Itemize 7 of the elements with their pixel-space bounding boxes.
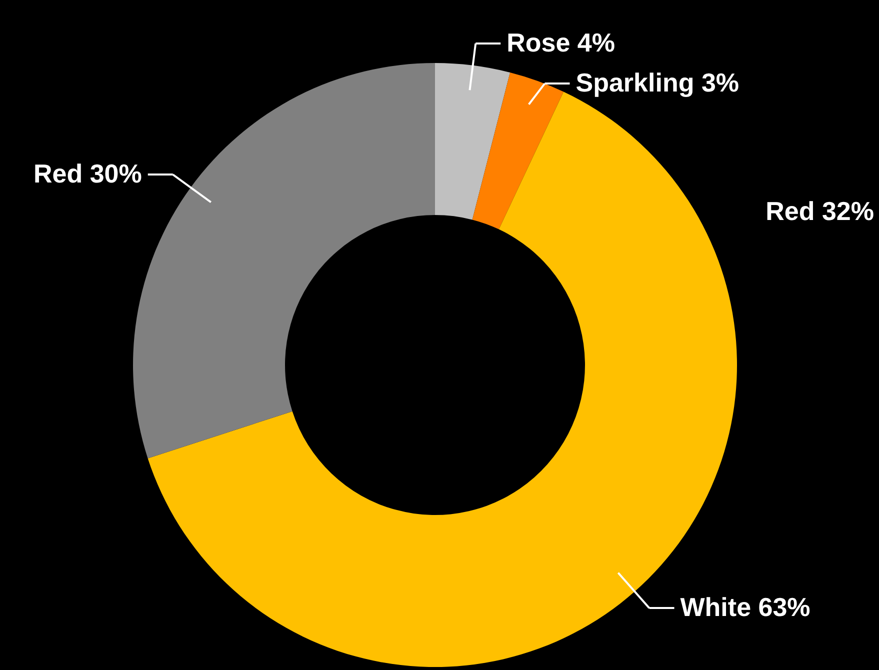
slice-label: Sparkling 3% (576, 68, 740, 98)
slice-label: Red 30% (33, 158, 142, 189)
donut-slice (435, 63, 510, 220)
slice-label: Rose 4% (506, 28, 615, 58)
text: Red 32% (766, 196, 874, 226)
donut-slice (472, 72, 564, 230)
slice-label: White 63% (680, 592, 810, 622)
